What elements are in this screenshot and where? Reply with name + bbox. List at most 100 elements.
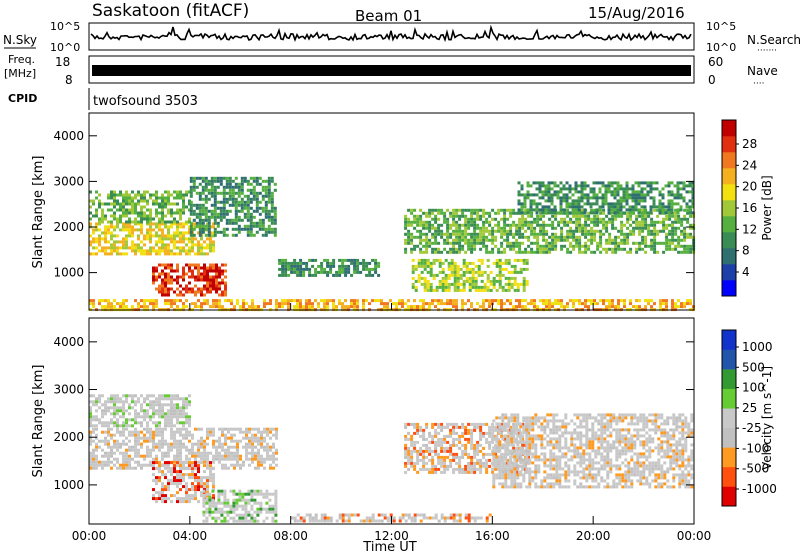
data-cell [485, 467, 489, 471]
data-cell [500, 217, 504, 221]
data-cell [185, 482, 188, 486]
data-cell [253, 489, 257, 493]
data-cell [577, 202, 581, 206]
data-cell [241, 495, 245, 499]
data-cell [256, 492, 260, 496]
data-cell [176, 287, 179, 291]
data-cell [446, 464, 450, 468]
data-cell [185, 461, 188, 465]
data-cell [101, 409, 104, 413]
data-cell [474, 288, 478, 292]
data-cell [161, 269, 164, 273]
data-cell [467, 461, 471, 465]
data-cell [179, 196, 182, 200]
data-cell [207, 218, 211, 222]
data-cell [619, 205, 623, 209]
data-cell [92, 252, 95, 256]
data-cell [98, 463, 101, 467]
data-cell [95, 400, 98, 404]
data-cell [224, 466, 227, 470]
data-cell [170, 424, 173, 428]
data-cell [634, 193, 638, 197]
data-cell [476, 235, 480, 239]
data-cell [459, 273, 463, 277]
data-cell [167, 252, 170, 256]
data-cell [536, 244, 540, 248]
data-cell [521, 235, 525, 239]
data-cell [653, 244, 657, 248]
data-cell [662, 226, 666, 230]
data-cell [170, 409, 173, 413]
data-cell [244, 516, 248, 520]
data-cell [602, 223, 606, 227]
data-cell [247, 513, 251, 517]
data-cell [488, 302, 491, 306]
data-cell [104, 439, 107, 443]
data-cell [452, 250, 456, 254]
data-cell [131, 433, 134, 437]
data-cell [182, 415, 185, 419]
data-cell [158, 439, 161, 443]
data-cell [407, 299, 410, 303]
data-cell [518, 217, 522, 221]
data-cell [488, 250, 492, 254]
data-cell [449, 247, 453, 251]
data-cell [550, 181, 554, 185]
data-cell [122, 305, 125, 309]
data-cell [476, 238, 480, 242]
data-cell [449, 464, 453, 468]
data-cell [225, 209, 229, 213]
data-cell [542, 244, 546, 248]
data-cell [152, 403, 155, 407]
data-cell [584, 214, 588, 218]
data-cell [197, 287, 200, 291]
data-cell [206, 497, 209, 501]
data-cell [92, 466, 95, 470]
data-cell [209, 266, 212, 270]
data-cell [152, 400, 155, 404]
data-cell [219, 182, 223, 186]
data-cell [413, 443, 417, 447]
data-cell [522, 288, 526, 292]
data-cell [510, 264, 514, 268]
data-cell [95, 252, 98, 256]
data-cell [164, 202, 167, 206]
data-cell [161, 281, 164, 285]
data-cell [206, 287, 209, 291]
data-cell [226, 498, 230, 502]
data-cell [98, 302, 101, 306]
data-cell [464, 443, 468, 447]
data-cell [191, 290, 194, 294]
data-cell [95, 214, 98, 218]
data-cell [212, 281, 215, 285]
data-cell [641, 238, 645, 242]
data-cell [179, 409, 182, 413]
data-cell [443, 302, 446, 306]
data-cell [191, 497, 194, 501]
data-cell [229, 489, 233, 493]
data-cell [536, 247, 540, 251]
data-cell [533, 226, 537, 230]
data-cell [462, 282, 466, 286]
data-cell [170, 403, 173, 407]
data-cell [221, 278, 224, 282]
data-cell [134, 208, 137, 212]
data-cell [146, 451, 149, 455]
data-cell [461, 443, 465, 447]
data-cell [521, 305, 524, 309]
data-cell [170, 266, 173, 270]
data-cell [577, 190, 581, 194]
data-cell [251, 299, 254, 303]
data-cell [191, 302, 194, 306]
data-cell [231, 227, 235, 231]
data-cell [447, 273, 451, 277]
data-cell [179, 249, 182, 253]
data-cell [479, 247, 483, 251]
data-cell [134, 252, 137, 256]
data-cell [95, 427, 98, 431]
data-cell [200, 272, 203, 276]
data-cell [284, 267, 288, 271]
data-cell [248, 430, 251, 434]
data-cell [194, 454, 197, 458]
data-cell [179, 211, 182, 215]
